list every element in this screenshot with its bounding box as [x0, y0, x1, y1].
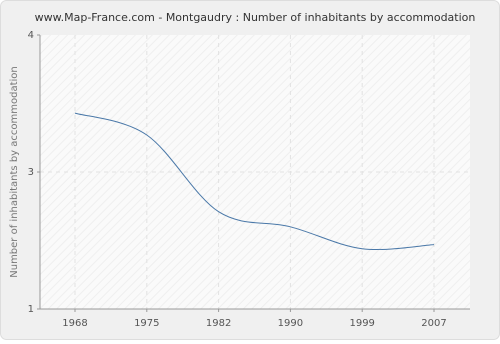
y-tick-label: 3 — [28, 167, 34, 178]
x-tick-label: 2007 — [421, 318, 446, 329]
x-tick-label: 1968 — [62, 318, 87, 329]
x-tick-label: 1982 — [206, 318, 231, 329]
y-tick-label: 1 — [28, 304, 34, 315]
x-tick-label: 1999 — [349, 318, 374, 329]
plot-area — [40, 35, 470, 309]
y-tick-label: 4 — [28, 30, 34, 41]
y-axis-label: Number of inhabitants by accommodation — [9, 66, 20, 278]
chart-title: www.Map-France.com - Montgaudry : Number… — [35, 11, 476, 24]
line — [74, 112, 435, 250]
x-tick-label: 1990 — [278, 318, 303, 329]
x-tick-label: 1975 — [134, 318, 159, 329]
